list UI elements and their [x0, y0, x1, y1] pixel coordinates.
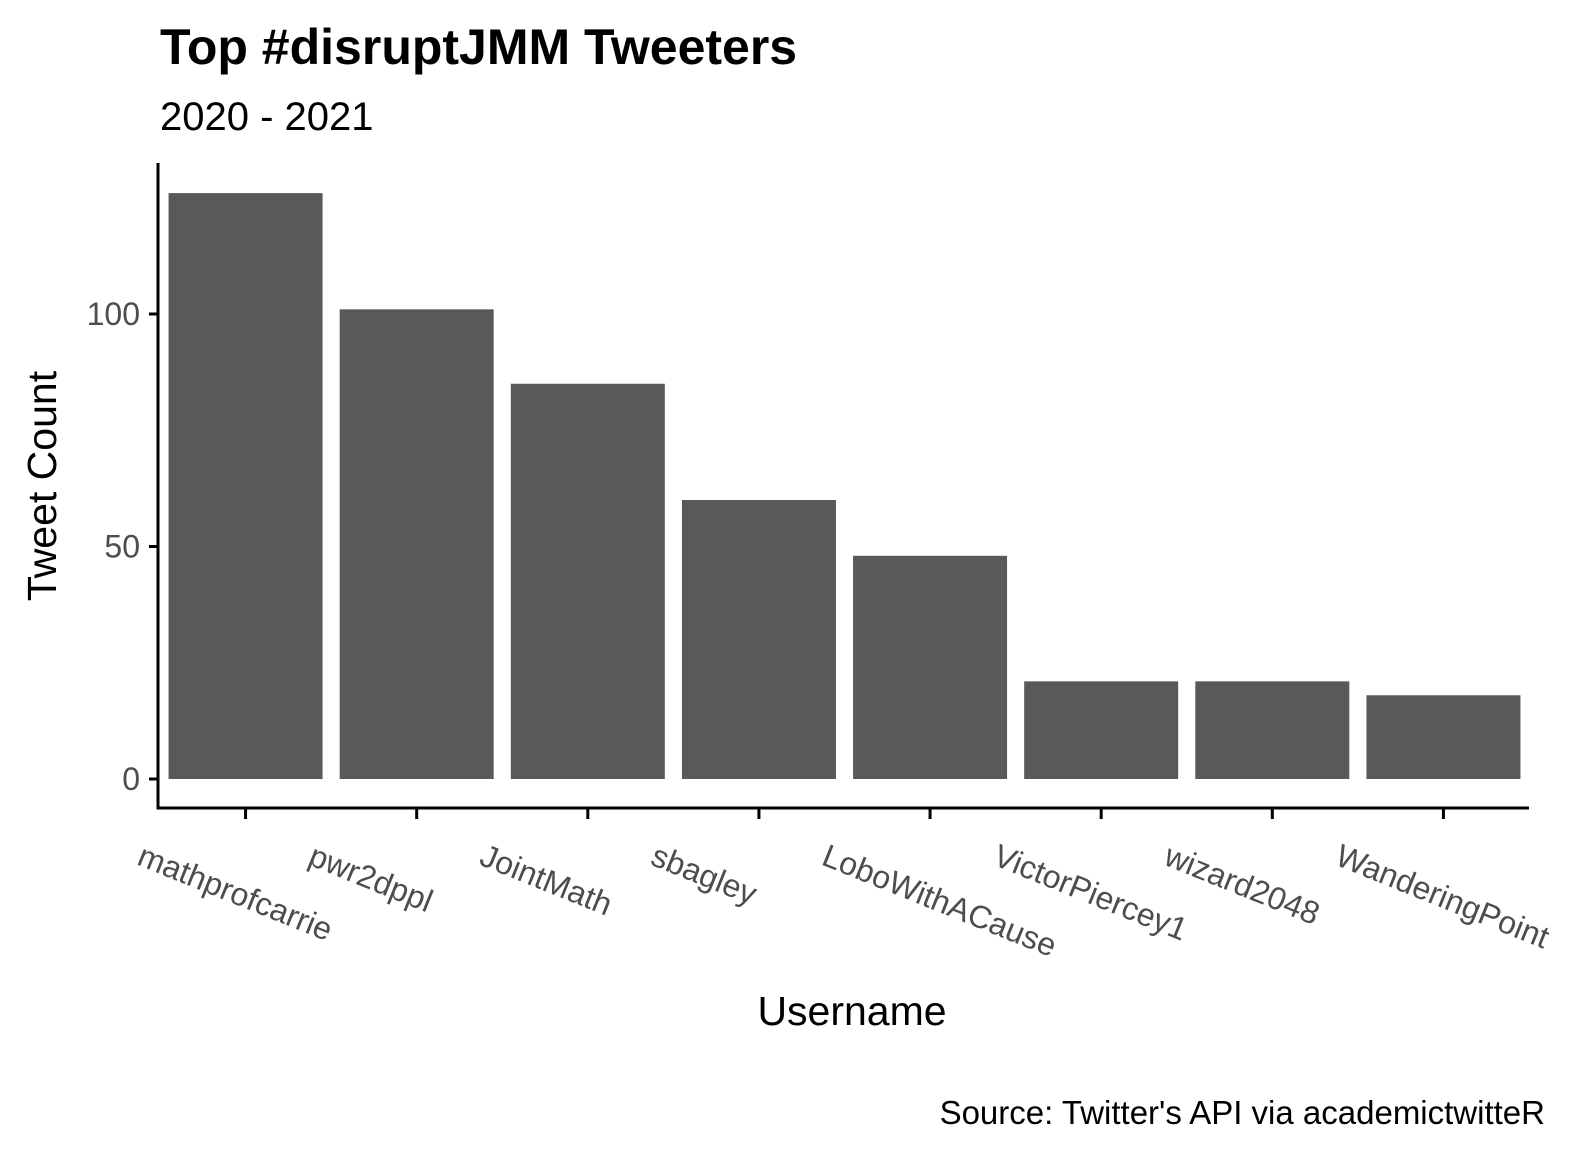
x-tick-label-pwr2dppl: pwr2dppl: [304, 837, 438, 919]
bar-VictorPiercey1: [1024, 681, 1179, 779]
bar-LoboWithACause: [853, 555, 1008, 779]
bar-mathprofcarrie: [168, 193, 323, 780]
x-tick-label-WanderingPoint: WanderingPoint: [1331, 837, 1555, 955]
y-tick-label-0: 0: [122, 761, 140, 797]
x-tick-label-sbagley: sbagley: [646, 837, 762, 912]
bar-wizard2048: [1195, 681, 1350, 779]
y-tick-label-50: 50: [104, 529, 140, 565]
bar-pwr2dppl: [339, 309, 494, 779]
x-tick-label-mathprofcarrie: mathprofcarrie: [133, 837, 338, 948]
chart-subtitle: 2020 - 2021: [160, 95, 374, 139]
x-axis-title: Username: [757, 988, 946, 1034]
bar-sbagley: [681, 500, 836, 779]
bars-group: [168, 193, 1521, 780]
bar-WanderingPoint: [1366, 695, 1521, 779]
axes-group: [156, 163, 1529, 810]
chart-title: Top #disruptJMM Tweeters: [160, 19, 797, 75]
x-tick-label-JointMath: JointMath: [475, 837, 617, 922]
y-tick-label-100: 100: [87, 296, 140, 332]
bar-JointMath: [510, 383, 665, 779]
y-axis-title: Tweet Count: [19, 370, 65, 601]
chart-caption: Source: Twitter's API via academictwitte…: [940, 1094, 1545, 1131]
y-ticks-group: 0 50 100: [87, 296, 158, 797]
